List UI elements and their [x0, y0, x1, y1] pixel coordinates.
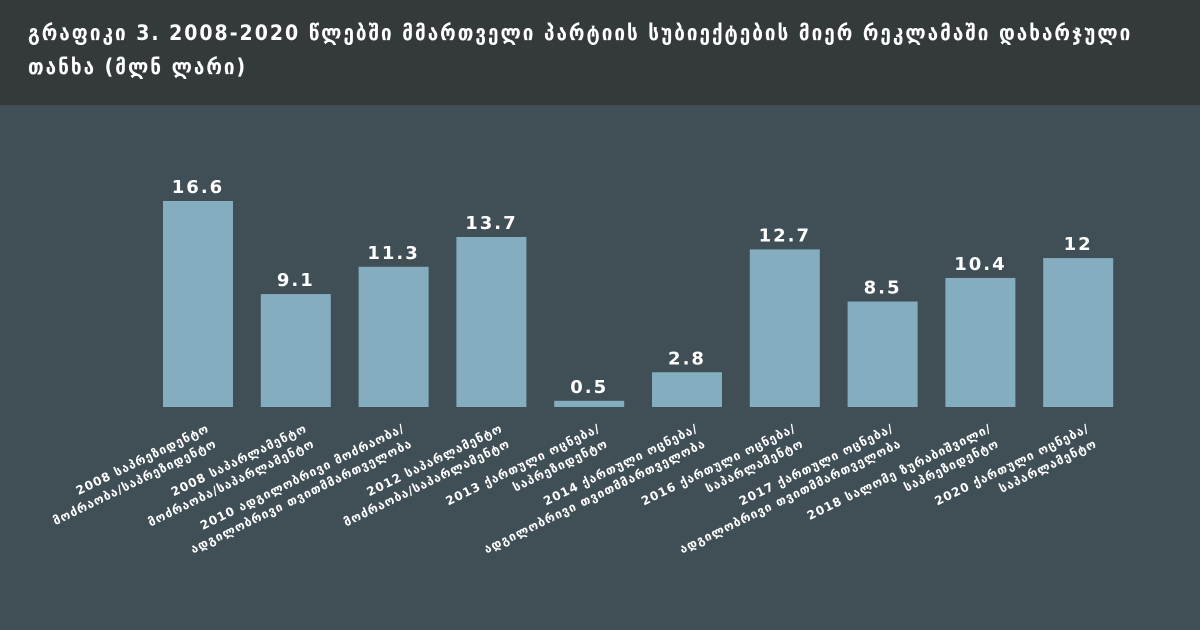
bar-8	[847, 301, 918, 407]
data-label: 16.6	[172, 177, 224, 198]
bar-4	[456, 236, 527, 407]
data-label: 8.5	[864, 278, 902, 299]
bar-7	[749, 249, 820, 407]
data-label: 12.7	[759, 225, 811, 246]
chart-header: გრაფიკი 3. 2008-2020 წლებში მმართველი პა…	[0, 0, 1200, 105]
bar-3	[358, 266, 429, 407]
data-label: 0.5	[570, 377, 608, 398]
chart-title: გრაფიკი 3. 2008-2020 წლებში მმართველი პა…	[28, 21, 1133, 79]
bar-10	[1043, 258, 1114, 407]
bar-2	[260, 294, 331, 407]
data-label: 11.3	[367, 243, 419, 264]
data-label: 10.4	[954, 254, 1006, 275]
bar-9	[945, 277, 1016, 407]
bar-5	[554, 400, 625, 407]
bar-1	[163, 201, 233, 407]
data-label: 12	[1064, 234, 1093, 255]
bar-6	[652, 372, 722, 407]
data-label: 9.1	[277, 270, 315, 291]
data-label: 2.8	[668, 348, 706, 369]
data-label: 13.7	[465, 213, 517, 234]
